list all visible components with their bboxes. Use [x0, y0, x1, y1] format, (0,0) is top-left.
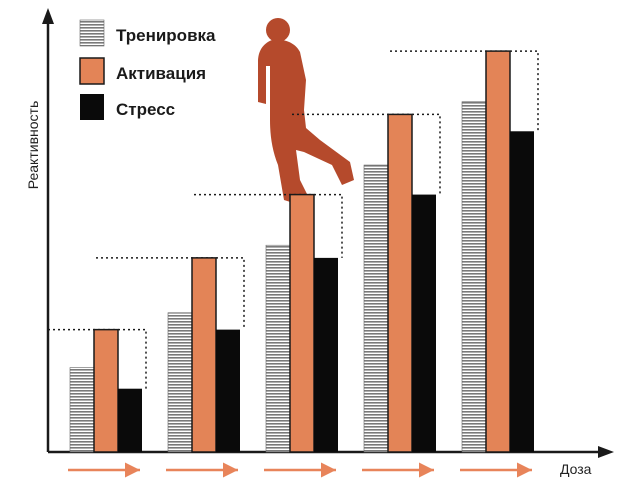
bar-stress-3	[314, 257, 338, 452]
dotted-step-4	[292, 113, 441, 195]
bar-stress-1	[118, 388, 142, 452]
bar-training-4	[363, 164, 389, 453]
bar-training-2	[167, 312, 193, 453]
legend-item-activation: Активация	[79, 57, 206, 85]
legend-item-training: Тренировка	[79, 19, 216, 47]
bar-training-1	[69, 367, 95, 453]
bar-activation-1	[93, 328, 119, 453]
dotted-step-2	[96, 257, 245, 330]
bar-training-5	[461, 101, 487, 453]
legend-swatch-activation	[79, 57, 105, 85]
bar-group-1	[48, 328, 147, 478]
bar-activation-4	[387, 113, 413, 453]
legend-label-activation: Активация	[116, 64, 206, 83]
y-axis-arrow	[42, 8, 54, 24]
bar-group-2	[96, 257, 245, 478]
y-axis-label: Реактивность	[25, 101, 41, 189]
x-axis-arrow	[598, 446, 614, 458]
legend-swatch-stress	[80, 94, 104, 120]
legend-label-stress: Стресс	[116, 100, 175, 119]
bar-stress-2	[216, 329, 240, 452]
bar-group-5	[390, 50, 539, 478]
legend-swatch-training	[79, 19, 105, 47]
bar-activation-2	[191, 257, 217, 453]
bar-activation-3	[289, 193, 315, 453]
bar-training-3	[265, 244, 291, 453]
bar-stress-5	[510, 131, 534, 452]
legend-label-training: Тренировка	[116, 26, 216, 45]
bar-stress-4	[412, 194, 436, 452]
bar-group-3	[194, 193, 343, 478]
legend-item-stress: Стресс	[80, 94, 175, 120]
dotted-step-3	[194, 193, 343, 258]
walking-person-figure	[258, 18, 354, 210]
legend: Тренировка Активация Стресс	[79, 19, 216, 120]
x-axis-label: Доза	[560, 461, 592, 477]
plot-area	[48, 50, 539, 478]
bar-activation-5	[485, 50, 511, 453]
bar-group-4	[292, 113, 441, 478]
dotted-step-5	[390, 50, 539, 132]
